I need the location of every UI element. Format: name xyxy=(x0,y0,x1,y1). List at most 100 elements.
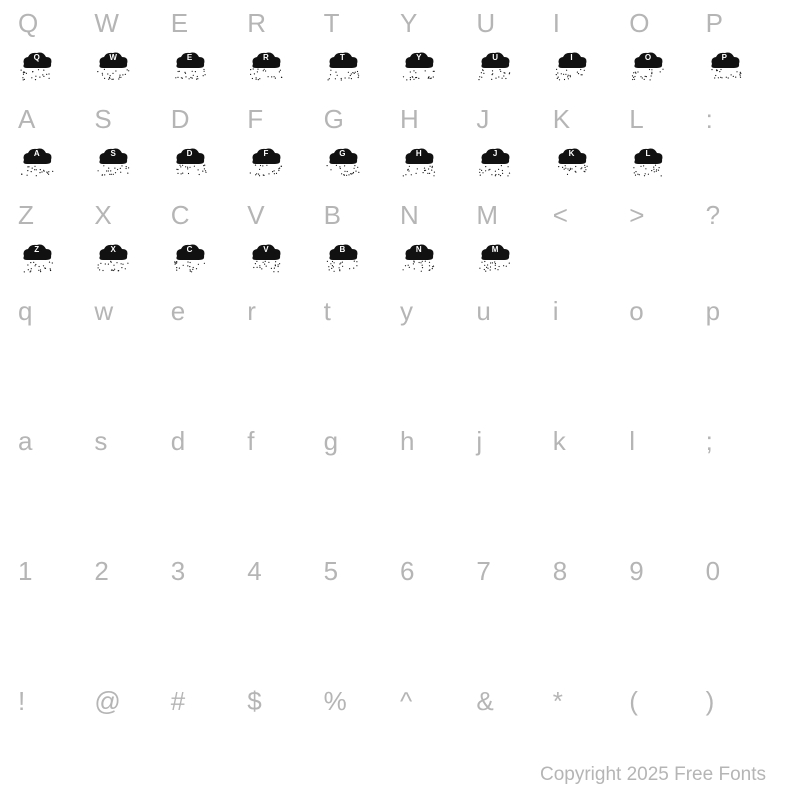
font-character-map: QWERTYUIOP Q W E R T Y U I O PASDFGHJKL:… xyxy=(0,10,800,764)
char-cell: T xyxy=(324,10,400,36)
char-label: M xyxy=(476,202,498,228)
glyph-cell xyxy=(247,726,323,764)
char-label: & xyxy=(476,688,493,714)
char-cell: 3 xyxy=(171,558,247,584)
glyph-cell: L xyxy=(629,144,705,182)
char-cell: 4 xyxy=(247,558,323,584)
glyph-cell xyxy=(324,466,400,504)
char-cell: 9 xyxy=(629,558,705,584)
char-label: s xyxy=(94,428,107,454)
rain-cloud-icon: C xyxy=(171,244,209,274)
rain-cloud-icon: G xyxy=(324,148,362,178)
rain-cloud-icon: R xyxy=(247,52,285,82)
char-cell: M xyxy=(476,202,552,228)
char-label: Q xyxy=(18,10,38,36)
rain-cloud-icon: N xyxy=(400,244,438,274)
char-label: 0 xyxy=(706,558,720,584)
char-cell: 2 xyxy=(94,558,170,584)
rain-cloud-icon: Y xyxy=(400,52,438,82)
cloud-letter: J xyxy=(476,149,514,158)
char-cell: * xyxy=(553,688,629,714)
char-cell: t xyxy=(324,298,400,324)
glyph-cell xyxy=(476,596,552,634)
char-cell: o xyxy=(629,298,705,324)
glyph-cell xyxy=(247,466,323,504)
char-cell: u xyxy=(476,298,552,324)
char-cell: J xyxy=(476,106,552,132)
glyph-cell: W xyxy=(94,48,170,86)
char-cell: ^ xyxy=(400,688,476,714)
char-cell: A xyxy=(18,106,94,132)
glyph-cell xyxy=(553,240,629,278)
char-cell: E xyxy=(171,10,247,36)
char-cell: S xyxy=(94,106,170,132)
glyph-cell xyxy=(18,726,94,764)
glyph-cell xyxy=(706,144,782,182)
glyph-cell xyxy=(553,336,629,374)
glyph-cell xyxy=(18,596,94,634)
char-label: r xyxy=(247,298,256,324)
cloud-letter: C xyxy=(171,245,209,254)
char-cell: g xyxy=(324,428,400,454)
char-cell: L xyxy=(629,106,705,132)
char-cell: V xyxy=(247,202,323,228)
rain-cloud-icon: L xyxy=(629,148,667,178)
cloud-letter: H xyxy=(400,149,438,158)
char-label: 9 xyxy=(629,558,643,584)
char-label: P xyxy=(706,10,723,36)
glyph-cell xyxy=(706,466,782,504)
char-label: J xyxy=(476,106,489,132)
char-label: i xyxy=(553,298,559,324)
glyph-cell xyxy=(553,466,629,504)
char-label: K xyxy=(553,106,570,132)
char-cell: ) xyxy=(706,688,782,714)
glyph-cell: M xyxy=(476,240,552,278)
rain-cloud-icon: V xyxy=(247,244,285,274)
char-label: e xyxy=(171,298,185,324)
char-label: u xyxy=(476,298,490,324)
char-cell: 8 xyxy=(553,558,629,584)
char-label: f xyxy=(247,428,254,454)
glyph-slot: G xyxy=(324,144,362,182)
char-cell: Y xyxy=(400,10,476,36)
glyph-slot: A xyxy=(18,144,56,182)
glyph-cell: X xyxy=(94,240,170,278)
char-label: B xyxy=(324,202,341,228)
glyph-cell xyxy=(476,726,552,764)
char-label: 1 xyxy=(18,558,32,584)
cloud-letter: R xyxy=(247,53,285,62)
char-label: k xyxy=(553,428,566,454)
char-cell: s xyxy=(94,428,170,454)
glyph-cell xyxy=(706,596,782,634)
char-label: T xyxy=(324,10,340,36)
cloud-letter: F xyxy=(247,149,285,158)
char-cell: W xyxy=(94,10,170,36)
char-cell: a xyxy=(18,428,94,454)
char-cell: Q xyxy=(18,10,94,36)
char-label: > xyxy=(629,202,644,228)
glyph-cell xyxy=(706,726,782,764)
glyph-cell: D xyxy=(171,144,247,182)
char-label: a xyxy=(18,428,32,454)
char-cell: P xyxy=(706,10,782,36)
rain-cloud-icon: A xyxy=(18,148,56,178)
char-cell: K xyxy=(553,106,629,132)
glyph-cell: U xyxy=(476,48,552,86)
glyph-cell xyxy=(400,336,476,374)
char-cell: G xyxy=(324,106,400,132)
glyph-slot: H xyxy=(400,144,438,182)
cloud-letter: W xyxy=(94,53,132,62)
char-label: q xyxy=(18,298,32,324)
char-cell: ! xyxy=(18,688,94,714)
glyph-cell xyxy=(171,596,247,634)
char-label: 8 xyxy=(553,558,567,584)
char-label: O xyxy=(629,10,649,36)
glyph-cell xyxy=(18,466,94,504)
char-label: C xyxy=(171,202,190,228)
char-cell: p xyxy=(706,298,782,324)
char-cell: D xyxy=(171,106,247,132)
glyph-cell: N xyxy=(400,240,476,278)
char-label: W xyxy=(94,10,119,36)
char-label: j xyxy=(476,428,482,454)
glyph-slot: S xyxy=(94,144,132,182)
